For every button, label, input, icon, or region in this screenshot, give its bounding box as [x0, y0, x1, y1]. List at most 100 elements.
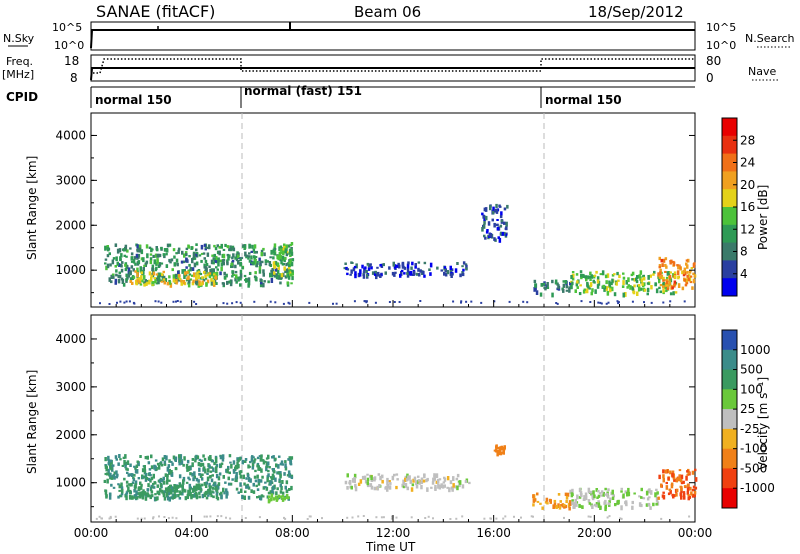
velocity-echo-cell — [686, 483, 690, 488]
velocity-echo-cell — [143, 469, 147, 475]
power-echo-cell — [403, 272, 406, 275]
velocity-echo-cell — [272, 485, 275, 491]
velocity-echo-cell — [420, 484, 423, 490]
power-echo-cell — [616, 271, 619, 276]
power-echo-cell — [175, 281, 178, 285]
power-echo-cell — [191, 281, 195, 286]
power-echo-cell — [500, 219, 504, 223]
velocity-echo-cell — [210, 466, 213, 469]
power-echo-cell — [494, 208, 497, 213]
power-echo-cell — [345, 266, 348, 270]
power-echo-cell — [140, 271, 143, 275]
velocity-echo-cell — [215, 492, 219, 496]
power-echo-cell — [230, 279, 233, 284]
power-echo-cell — [689, 281, 693, 284]
power-echo-cell — [412, 270, 416, 275]
velocity-echo-cell — [166, 495, 169, 498]
velocity-echo-cell — [412, 478, 415, 483]
velocity-echo-cell — [386, 486, 389, 492]
power-echo-cell — [105, 265, 108, 271]
velocity-echo-cell — [575, 503, 578, 507]
power-echo-cell — [375, 274, 378, 280]
power-echo-cell — [486, 229, 489, 232]
velocity-echo-cell — [167, 489, 170, 493]
power-echo-cell — [669, 260, 672, 263]
velocity-echo-cell — [200, 483, 204, 487]
velocity-echo-cell — [413, 476, 417, 481]
power-echo-cell — [676, 264, 679, 267]
velocity-echo-cell — [228, 471, 231, 475]
power-echo-cell — [534, 283, 537, 288]
power-echo-cell — [269, 256, 272, 259]
power-echo-cell — [250, 250, 253, 253]
power-echo-cell — [605, 280, 608, 285]
power-echo-cell — [461, 265, 464, 268]
freq-label: Freq. — [6, 55, 33, 68]
power-echo-cell — [498, 204, 501, 208]
power-echo-cell — [108, 277, 111, 282]
velocity-echo-cell — [569, 489, 572, 494]
power-echo-cell — [496, 219, 499, 221]
velocity-echo-cell — [274, 457, 277, 461]
power-echo-cell — [198, 254, 202, 257]
power-echo-cell — [148, 246, 152, 249]
velocity-ground-scatter — [321, 517, 323, 520]
power-echo-cell — [111, 275, 115, 278]
velocity-echo-cell — [499, 447, 502, 451]
velocity-echo-cell — [441, 484, 445, 489]
power-echo-cell — [686, 264, 689, 269]
power-echo-cell — [554, 279, 558, 285]
power-echo-cell — [235, 280, 238, 284]
velocity-echo-cell — [496, 451, 499, 457]
power-echo-cell — [258, 265, 262, 271]
power-echo-cell — [216, 268, 219, 271]
power-echo-cell — [406, 268, 410, 273]
power-echo-cell — [272, 261, 276, 266]
power-echo-cell — [366, 274, 369, 278]
power-echo-cell — [485, 215, 488, 221]
velocity-echo-cell — [166, 476, 169, 481]
power-echo-cell — [162, 275, 166, 280]
velocity-echo-region — [493, 444, 506, 457]
power-echo-cell — [596, 284, 600, 289]
power-echo-cell — [213, 273, 216, 276]
velocity-ground-scatter — [205, 515, 208, 518]
velocity-echo-cell — [259, 496, 262, 500]
velocity-echo-cell — [268, 498, 271, 503]
velocity-ground-scatter — [495, 517, 498, 520]
power-echo-cell — [187, 244, 190, 248]
velocity-colorbar-tick-label: -100 — [740, 442, 767, 456]
velocity-echo-cell — [197, 461, 201, 467]
power-echo-cell — [411, 261, 414, 266]
power-echo-cell — [137, 260, 141, 265]
power-echo-cell — [449, 265, 452, 271]
velocity-echo-cell — [499, 446, 502, 449]
velocity-echo-cell — [133, 488, 136, 493]
power-echo-cell — [243, 274, 247, 278]
power-echo-cell — [198, 281, 201, 286]
velocity-echo-cell — [633, 492, 636, 495]
power-ground-scatter — [465, 300, 468, 303]
velocity-ground-scatter — [258, 516, 261, 519]
power-colorbar-swatch — [722, 207, 737, 226]
velocity-echo-cell — [173, 484, 176, 489]
power-echo-cell — [169, 283, 173, 288]
nsky-right-tick-bottom: 10^0 — [706, 39, 736, 52]
velocity-colorbar-tick-label: -1000 — [740, 481, 775, 495]
nsky-label: N.Sky — [3, 32, 35, 45]
x-axis: 00:00 04:00 08:00 12:00 16:00 20:00 00:00 — [74, 526, 713, 540]
velocity-echo-cell — [597, 501, 601, 506]
power-echo-cell — [169, 261, 172, 264]
cpid-segment-2: normal (fast) 151 — [244, 84, 362, 98]
power-echo-cell — [276, 275, 280, 278]
power-echo-cell — [685, 262, 688, 266]
velocity-echo-cell — [597, 489, 600, 493]
velocity-echo-cell — [182, 479, 185, 483]
power-echo-cell — [204, 248, 207, 251]
power-echo-region — [129, 270, 219, 288]
power-echo-cell — [646, 282, 650, 285]
velocity-echo-cell — [446, 476, 450, 481]
velocity-echo-cell — [216, 485, 219, 491]
